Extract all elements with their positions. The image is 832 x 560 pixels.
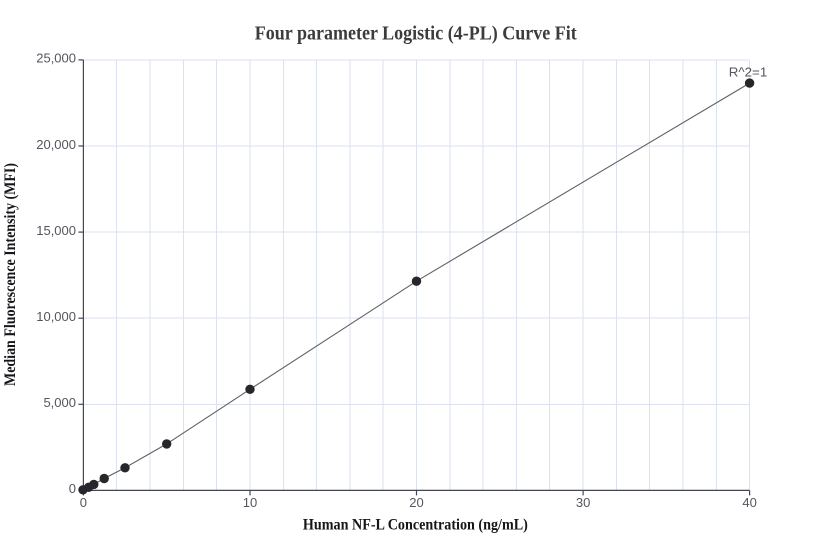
svg-text:20: 20 [409,495,423,510]
svg-text:20,000: 20,000 [36,137,76,152]
svg-text:10,000: 10,000 [36,309,76,324]
svg-text:5,000: 5,000 [43,395,76,410]
svg-text:30: 30 [576,495,590,510]
svg-text:Median Fluorescence Intensity: Median Fluorescence Intensity (MFI) [2,163,19,386]
svg-text:0: 0 [80,495,87,510]
svg-text:0: 0 [69,481,76,496]
svg-text:Human NF-L Concentration (ng/m: Human NF-L Concentration (ng/mL) [303,517,528,534]
svg-text:Four parameter Logistic (4-PL): Four parameter Logistic (4-PL) Curve Fit [255,23,577,45]
svg-text:40: 40 [742,495,756,510]
svg-text:10: 10 [243,495,257,510]
svg-text:25,000: 25,000 [36,51,76,66]
svg-text:R^2=1: R^2=1 [729,64,768,79]
svg-text:15,000: 15,000 [36,223,76,238]
